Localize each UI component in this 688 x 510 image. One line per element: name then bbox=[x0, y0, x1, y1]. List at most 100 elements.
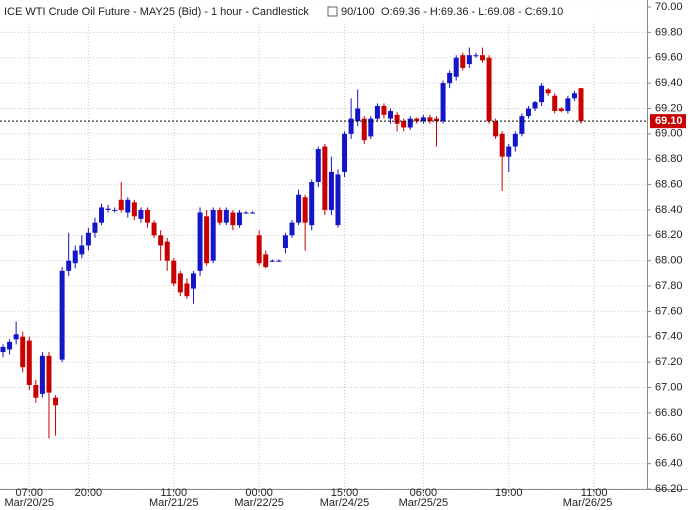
y-tick-label: 69.40 bbox=[655, 77, 683, 89]
y-tick-label: 68.60 bbox=[655, 178, 683, 190]
y-tick-label: 69.80 bbox=[655, 26, 683, 38]
candle-body bbox=[118, 199, 124, 210]
candle-body bbox=[210, 209, 216, 261]
candle-body bbox=[499, 133, 505, 157]
candle-body bbox=[302, 197, 308, 223]
candle-body bbox=[33, 384, 39, 398]
candle-body bbox=[263, 254, 269, 268]
x-date-label: Mar/25/25 bbox=[399, 497, 449, 509]
candle-body bbox=[453, 57, 459, 77]
candle-body bbox=[525, 108, 531, 117]
candle-body bbox=[256, 235, 262, 264]
candle-body bbox=[190, 273, 196, 289]
candle-body bbox=[519, 116, 525, 134]
candle-body bbox=[565, 98, 571, 112]
candle-body bbox=[486, 57, 492, 122]
candle-body bbox=[473, 55, 479, 57]
y-tick-label: 67.00 bbox=[655, 381, 683, 393]
candle-body bbox=[466, 55, 472, 65]
candle-body bbox=[460, 55, 466, 68]
x-date-label: Mar/20/25 bbox=[5, 497, 55, 509]
y-tick-label: 66.20 bbox=[655, 483, 683, 495]
candle-body bbox=[269, 260, 275, 262]
candle-body bbox=[355, 108, 361, 122]
candle-body bbox=[138, 209, 144, 219]
x-tick-label: 11:00 bbox=[160, 487, 187, 499]
y-tick-label: 66.80 bbox=[655, 407, 683, 419]
candle-body bbox=[532, 102, 538, 109]
candle-body bbox=[315, 149, 321, 183]
x-date-label: Mar/21/25 bbox=[149, 497, 199, 509]
candle-body bbox=[72, 250, 78, 264]
candle-body bbox=[158, 235, 164, 246]
candle-body bbox=[512, 133, 518, 147]
x-tick-label: 07:00 bbox=[16, 487, 44, 499]
candle-body bbox=[296, 194, 302, 223]
candle-body bbox=[7, 341, 13, 350]
candle-body bbox=[407, 118, 413, 128]
candle-body bbox=[53, 397, 59, 406]
candle-body bbox=[59, 270, 65, 360]
candle-body bbox=[243, 212, 249, 214]
candle-body bbox=[177, 273, 183, 293]
candle-body bbox=[289, 222, 295, 236]
candle-body bbox=[545, 89, 551, 94]
header-backdrop bbox=[0, 0, 647, 23]
candle-body bbox=[309, 182, 315, 226]
candle-body bbox=[39, 355, 45, 394]
x-tick-label: 00:00 bbox=[245, 487, 273, 499]
y-tick-label: 68.40 bbox=[655, 204, 683, 216]
x-date-label: Mar/24/25 bbox=[320, 497, 370, 509]
candle-body bbox=[394, 114, 400, 124]
y-tick-label: 69.00 bbox=[655, 128, 683, 140]
candle-body bbox=[217, 209, 223, 223]
y-tick-label: 67.60 bbox=[655, 305, 683, 317]
candle-body bbox=[552, 95, 558, 112]
y-tick-label: 66.40 bbox=[655, 458, 683, 470]
candle-body bbox=[440, 83, 446, 122]
grid bbox=[0, 0, 647, 490]
candle-body bbox=[342, 133, 348, 172]
candle-body bbox=[328, 171, 334, 210]
candle-body bbox=[236, 212, 242, 226]
x-tick-label: 11:00 bbox=[581, 487, 608, 499]
candle-body bbox=[99, 207, 105, 223]
candle-body bbox=[558, 108, 564, 112]
candle-body bbox=[493, 121, 499, 137]
candle-body bbox=[427, 117, 433, 122]
candle-body bbox=[92, 222, 98, 233]
y-tick-label: 70.00 bbox=[655, 1, 683, 13]
candle-body bbox=[105, 208, 111, 210]
candle-body bbox=[250, 212, 256, 214]
y-tick-label: 66.60 bbox=[655, 432, 683, 444]
x-tick-label: 15:00 bbox=[331, 487, 359, 499]
candle-body bbox=[388, 111, 394, 119]
x-tick-label: 20:00 bbox=[75, 487, 103, 499]
checkbox-icon bbox=[327, 6, 338, 17]
candle-body bbox=[13, 334, 19, 340]
candle-body bbox=[381, 105, 387, 115]
y-tick-label: 69.60 bbox=[655, 52, 683, 64]
candle-body bbox=[112, 209, 118, 211]
candle-body bbox=[66, 260, 72, 271]
candle-body bbox=[335, 174, 341, 226]
last-price-box bbox=[650, 114, 686, 129]
x-tick-label: 06:00 bbox=[410, 487, 438, 499]
candle-body bbox=[151, 222, 157, 236]
candle-body bbox=[506, 146, 512, 157]
candle-body bbox=[131, 202, 137, 217]
candle-body bbox=[197, 212, 203, 271]
ohlc-readout: O:69.36 - H:69.36 - L:69.08 - C:69.10 bbox=[381, 6, 563, 18]
candle-body bbox=[145, 209, 150, 223]
candle-body bbox=[361, 118, 367, 141]
y-tick-label: 68.20 bbox=[655, 229, 683, 241]
candle-body bbox=[571, 93, 577, 99]
candle-body bbox=[401, 121, 407, 128]
candle-body bbox=[276, 260, 282, 262]
candle-body bbox=[204, 216, 210, 264]
candle-body bbox=[184, 283, 190, 297]
candle-body bbox=[414, 118, 420, 122]
last-price-label: 69.10 bbox=[655, 115, 683, 127]
